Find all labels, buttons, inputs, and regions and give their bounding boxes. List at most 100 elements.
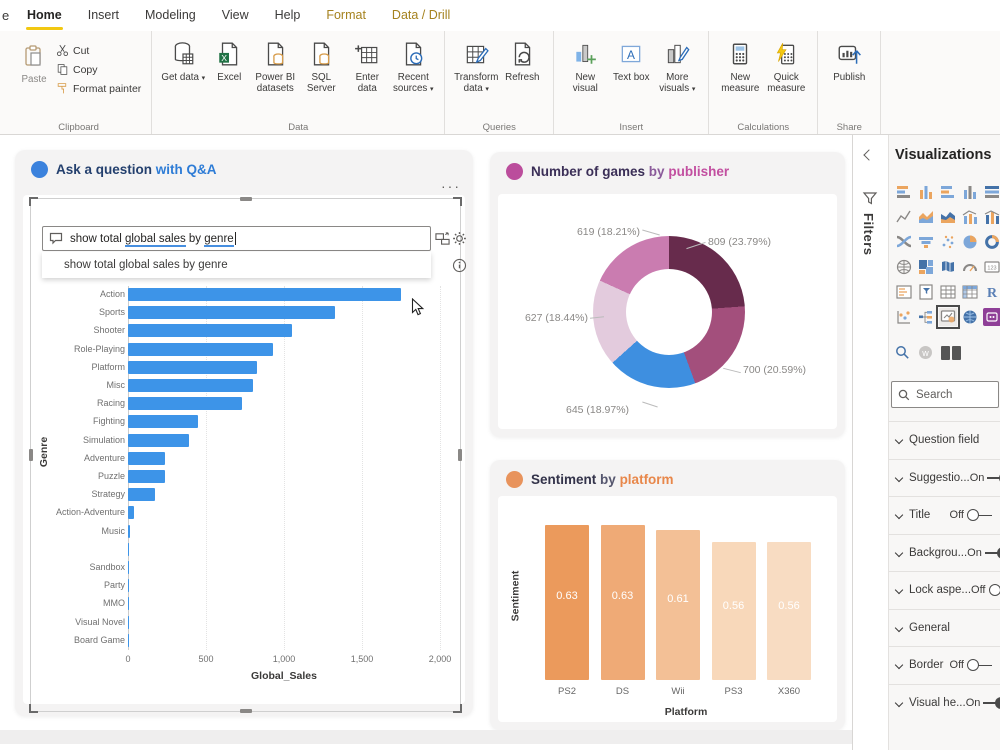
matrix-icon[interactable] bbox=[961, 283, 979, 301]
qna-settings-gear-icon[interactable] bbox=[452, 231, 467, 246]
w-badge-icon[interactable]: w bbox=[919, 346, 932, 359]
format-section-suggestio-[interactable]: Suggestio... On bbox=[889, 458, 1000, 497]
scatter-chart-icon[interactable] bbox=[939, 233, 957, 251]
table-icon[interactable] bbox=[939, 283, 957, 301]
format-painter-button[interactable]: Format painter bbox=[54, 79, 143, 98]
copy-button[interactable]: Copy bbox=[54, 60, 143, 79]
card-icon[interactable]: 123 bbox=[983, 258, 1000, 276]
excel-button[interactable]: X Excel bbox=[207, 39, 251, 83]
title-toggle[interactable] bbox=[967, 509, 1000, 522]
stacked-area-chart-icon[interactable] bbox=[939, 208, 957, 226]
sentiment-bar[interactable]: 0.61 bbox=[656, 529, 700, 680]
genre-bar[interactable] bbox=[128, 524, 130, 538]
genre-bar[interactable] bbox=[128, 470, 166, 483]
paginated-report-icon[interactable] bbox=[983, 308, 1000, 326]
format-section-visual-he-[interactable]: Visual he... On bbox=[889, 683, 1000, 722]
genre-bar[interactable] bbox=[128, 451, 166, 465]
multi-row-card-icon[interactable] bbox=[895, 283, 913, 301]
qna-question-input[interactable]: show total global sales by genre bbox=[42, 226, 431, 251]
donut-visual[interactable]: Number of games by publisher 809 (23.79%… bbox=[490, 152, 845, 437]
stacked-bar-chart-icon[interactable] bbox=[895, 183, 913, 201]
line-chart-icon[interactable] bbox=[895, 208, 913, 226]
tab-data-drill[interactable]: Data / Drill bbox=[391, 8, 451, 22]
ai-insights-icon[interactable] bbox=[961, 308, 979, 326]
format-section-title[interactable]: Title Off bbox=[889, 496, 1000, 534]
sentiment-bar[interactable]: 0.56 bbox=[711, 542, 756, 680]
sentiment-visual[interactable]: Sentiment by platform 0.63 PS2 0.63 DS 0.61 W… bbox=[490, 460, 845, 730]
file-menu-partial[interactable]: e bbox=[2, 8, 10, 23]
publish-button[interactable]: Publish bbox=[827, 39, 871, 83]
format-section-general[interactable]: General bbox=[889, 608, 1000, 647]
format-section-question-field[interactable]: Question field bbox=[889, 421, 1000, 459]
refresh-button[interactable]: Refresh bbox=[500, 39, 544, 83]
filters-pane-collapsed[interactable]: Filters bbox=[853, 135, 887, 750]
genre-bar[interactable] bbox=[128, 379, 253, 392]
quick-measure-button[interactable]: Quick measure bbox=[764, 39, 808, 95]
genre-bar[interactable] bbox=[128, 506, 135, 520]
panel-tiles-icon[interactable] bbox=[941, 345, 961, 360]
info-icon[interactable] bbox=[452, 258, 467, 273]
genre-bar[interactable] bbox=[128, 342, 274, 356]
pie-chart-icon[interactable] bbox=[961, 233, 979, 251]
text-box-button[interactable]: A Text box bbox=[609, 39, 653, 83]
expand-filters-chevron-icon[interactable] bbox=[863, 149, 875, 161]
genre-bar[interactable] bbox=[128, 633, 129, 647]
tab-insert[interactable]: Insert bbox=[87, 8, 119, 22]
sentiment-bar[interactable]: 0.56 bbox=[767, 542, 811, 680]
genre-bar[interactable] bbox=[128, 415, 199, 429]
genre-bar[interactable] bbox=[128, 433, 189, 447]
tab-modeling[interactable]: Modeling bbox=[145, 8, 196, 22]
border-toggle[interactable] bbox=[967, 659, 1000, 672]
genre-bar[interactable] bbox=[128, 542, 129, 556]
genre-bar[interactable] bbox=[128, 397, 242, 411]
resize-handle-bottom[interactable] bbox=[239, 709, 252, 713]
backgrou--toggle[interactable] bbox=[984, 546, 1000, 559]
donut-chart-icon[interactable] bbox=[983, 233, 1000, 251]
line-clustered-column-icon[interactable] bbox=[961, 208, 979, 226]
get-data-button[interactable]: Get data ▾ bbox=[161, 39, 205, 83]
qna-visual[interactable]: Ask a question with Q&A ··· show total g… bbox=[15, 150, 473, 716]
area-chart-icon[interactable] bbox=[917, 208, 935, 226]
tab-view[interactable]: View bbox=[221, 8, 249, 22]
treemap-icon[interactable] bbox=[917, 258, 935, 276]
recent-sources-button[interactable]: Recent sources ▾ bbox=[391, 39, 435, 95]
format-section-border[interactable]: Border Off bbox=[889, 646, 1000, 684]
genre-bar[interactable] bbox=[128, 324, 292, 338]
cut-button[interactable]: Cut bbox=[54, 41, 143, 60]
donut-chart[interactable] bbox=[593, 236, 745, 388]
power-bi-datasets-button[interactable]: Power BI datasets bbox=[253, 39, 297, 95]
ribbon-chart-icon[interactable] bbox=[895, 233, 913, 251]
enter-data-button[interactable]: Enter data bbox=[345, 39, 389, 95]
r-script-icon[interactable]: R bbox=[983, 283, 1000, 301]
qna-icon[interactable] bbox=[936, 305, 960, 329]
line-stacked-column-icon[interactable] bbox=[983, 208, 1000, 226]
turn-into-standard-visual-icon[interactable] bbox=[435, 231, 450, 246]
tab-help[interactable]: Help bbox=[274, 8, 301, 22]
clustered-bar-chart-icon[interactable] bbox=[939, 183, 957, 201]
gauge-icon[interactable] bbox=[961, 258, 979, 276]
map-icon[interactable] bbox=[895, 258, 913, 276]
key-influencers-icon[interactable] bbox=[895, 308, 913, 326]
format-section-backgrou-[interactable]: Backgrou... On bbox=[889, 533, 1000, 572]
slicer-icon[interactable] bbox=[917, 283, 935, 301]
resize-handle-left[interactable] bbox=[29, 449, 33, 461]
genre-bar[interactable] bbox=[128, 597, 129, 611]
sql-server-button[interactable]: SQL Server bbox=[299, 39, 343, 95]
genre-bar[interactable] bbox=[128, 360, 258, 374]
funnel-chart-icon[interactable] bbox=[917, 233, 935, 251]
new-measure-button[interactable]: New measure bbox=[718, 39, 762, 95]
visual-selection-frame[interactable] bbox=[29, 197, 462, 713]
new-visual-button[interactable]: New visual bbox=[563, 39, 607, 95]
genre-bar[interactable] bbox=[128, 488, 156, 502]
sentiment-bar[interactable]: 0.63 bbox=[600, 525, 645, 680]
lock-aspe--toggle[interactable] bbox=[988, 584, 1000, 597]
100-stacked-bar-chart-icon[interactable] bbox=[983, 183, 1000, 201]
resize-handle-right[interactable] bbox=[458, 449, 462, 461]
more-visuals-button[interactable]: More visuals ▾ bbox=[655, 39, 699, 95]
search-visuals-icon[interactable] bbox=[895, 345, 910, 360]
more-options-button[interactable]: ··· bbox=[441, 178, 461, 194]
filled-map-icon[interactable] bbox=[939, 258, 957, 276]
qna-suggestion-item[interactable]: show total global sales by genre bbox=[42, 252, 431, 278]
paste-button[interactable]: Paste bbox=[15, 41, 53, 85]
genre-bar[interactable] bbox=[128, 288, 401, 301]
